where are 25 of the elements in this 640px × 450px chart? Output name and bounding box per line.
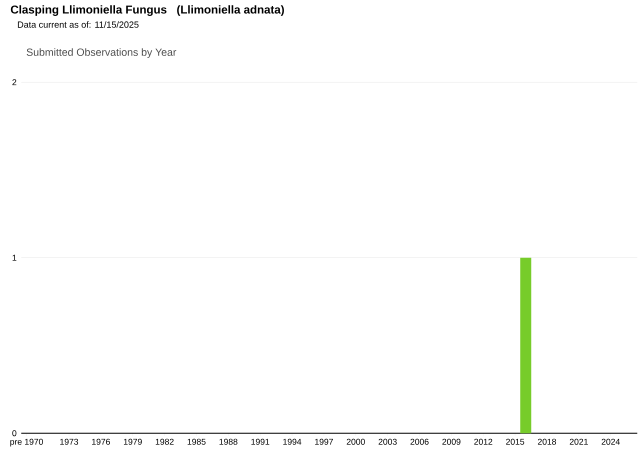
x-tick-label: 1979: [124, 438, 142, 445]
x-tick-label: 2006: [410, 438, 429, 445]
x-tick-label: 1982: [156, 438, 174, 445]
x-tick-label: 2003: [378, 438, 397, 445]
x-tick-label: 1997: [315, 438, 333, 445]
x-tick-label: 2000: [346, 438, 365, 445]
y-tick-label: 0: [12, 430, 16, 436]
x-tick-label: 2009: [442, 438, 460, 445]
x-tick-label: 1973: [60, 438, 78, 445]
x-tick-label: pre 1970: [10, 438, 43, 447]
chart-subtitle: Data current as of: 11/15/2025: [18, 21, 139, 28]
x-tick-label: 2015: [506, 438, 524, 445]
x-tick-label: 2018: [538, 438, 556, 445]
x-tick-label: 1985: [188, 438, 206, 445]
text: Submitted Observations by Year: [26, 48, 176, 58]
x-tick-label: 2021: [570, 438, 588, 445]
y-tick-label: 1: [12, 254, 16, 261]
x-tick-label: 2024: [602, 438, 620, 445]
x-tick-label: 1988: [220, 438, 238, 445]
y-tick-label: 2: [12, 79, 16, 86]
x-tick-label: 1991: [251, 438, 270, 445]
x-tick-label: 1976: [92, 438, 110, 445]
x-tick-label: 1994: [283, 438, 302, 445]
x-tick-label: 2012: [474, 438, 492, 445]
chart-title: Clasping Llimoniella Fungus (Llimoniella adnata): [10, 5, 284, 16]
